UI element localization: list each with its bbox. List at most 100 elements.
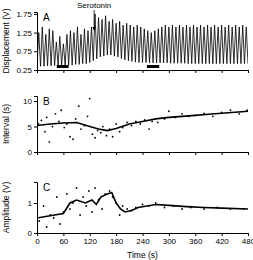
- tick: [63, 70, 64, 73]
- tick-mark: [34, 127, 37, 128]
- point: [43, 205, 45, 207]
- point: [63, 127, 65, 129]
- tick: 120: [84, 233, 98, 246]
- tick-mark: [63, 233, 64, 236]
- point: [79, 214, 81, 216]
- point: [181, 113, 183, 115]
- tick: [248, 152, 249, 155]
- point: [85, 205, 87, 207]
- axis-title: Amplitude (V): [1, 182, 11, 234]
- point: [94, 187, 96, 189]
- tick: 420: [215, 233, 229, 246]
- plot-area: [37, 187, 248, 228]
- point: [97, 130, 99, 132]
- point: [94, 137, 96, 139]
- panel: 01060120180240300360420480Amplitude (V)T…: [1, 182, 253, 260]
- point: [72, 138, 74, 140]
- tick: [37, 70, 38, 73]
- tick-mark: [222, 233, 223, 236]
- annotation: Serotonin: [77, 1, 111, 10]
- point: [69, 136, 71, 138]
- point: [38, 220, 40, 222]
- point: [119, 214, 121, 216]
- tick: [143, 152, 144, 155]
- tick: 1.25: [16, 29, 37, 38]
- point: [102, 126, 104, 128]
- tick-mark: [116, 152, 117, 155]
- tick: 60: [59, 233, 68, 246]
- point: [80, 128, 82, 130]
- figure: 0.250.751.251.75Displacement (V)ASeroton…: [0, 0, 253, 260]
- tick-mark: [34, 70, 37, 71]
- tick: 1.75: [16, 10, 37, 19]
- point: [46, 226, 48, 228]
- tick-mark: [143, 152, 144, 155]
- tick: 240: [136, 233, 150, 246]
- point: [44, 131, 46, 133]
- y-axis: 0510: [23, 97, 37, 158]
- tick-mark: [222, 70, 223, 73]
- tick: 360: [189, 233, 203, 246]
- tick-mark: [169, 233, 170, 236]
- point: [122, 205, 124, 207]
- tick: [222, 152, 223, 155]
- tick-label: 120: [84, 237, 98, 246]
- point: [66, 193, 68, 195]
- trace: [37, 14, 248, 66]
- point: [238, 113, 240, 115]
- tick-mark: [169, 70, 170, 73]
- tick-label: 180: [110, 237, 124, 246]
- tick-mark: [63, 70, 64, 73]
- trend-line: [37, 111, 248, 130]
- tick: 0.25: [16, 66, 37, 75]
- axis-title: Time (s): [127, 250, 158, 260]
- tick-label: 1.75: [16, 10, 32, 19]
- tick: [90, 70, 91, 73]
- tick: [116, 70, 117, 73]
- x-axis: 060120180240300360420480: [35, 233, 253, 246]
- panel-label: C: [43, 182, 50, 193]
- point: [75, 118, 77, 120]
- point: [112, 136, 114, 138]
- tick-mark: [195, 152, 196, 155]
- tick-label: 360: [189, 237, 203, 246]
- point: [148, 128, 150, 130]
- period-bar: [147, 65, 159, 68]
- point: [212, 115, 214, 117]
- point: [46, 116, 48, 118]
- tick-label: 0: [28, 229, 33, 238]
- tick-mark: [34, 101, 37, 102]
- tick: 0: [28, 148, 37, 157]
- tick: [248, 70, 249, 73]
- tick-mark: [90, 233, 91, 236]
- tick: [169, 70, 170, 73]
- tick-label: 5: [28, 123, 33, 132]
- point: [157, 122, 159, 124]
- plot-area: [37, 14, 248, 68]
- tick-mark: [143, 233, 144, 236]
- point: [100, 132, 102, 134]
- panel: 0510Interval (s)B: [1, 96, 249, 157]
- trend-line: [37, 193, 248, 219]
- point: [48, 141, 50, 143]
- point: [91, 133, 93, 135]
- tick-mark: [34, 152, 37, 153]
- axis-line: [34, 13, 38, 71]
- point: [82, 196, 84, 198]
- point: [40, 120, 42, 122]
- point: [56, 196, 58, 198]
- tick: [169, 152, 170, 155]
- tick-mark: [90, 70, 91, 73]
- point: [142, 204, 144, 206]
- tick: 1: [28, 199, 37, 208]
- tick-mark: [248, 70, 249, 73]
- point: [76, 187, 78, 189]
- tick: 300: [163, 233, 177, 246]
- tick-mark: [37, 70, 38, 73]
- point: [155, 202, 157, 204]
- tick: 180: [110, 233, 124, 246]
- tick-mark: [116, 70, 117, 73]
- tick-label: 480: [242, 237, 253, 246]
- tick-mark: [222, 152, 223, 155]
- tick-mark: [37, 152, 38, 155]
